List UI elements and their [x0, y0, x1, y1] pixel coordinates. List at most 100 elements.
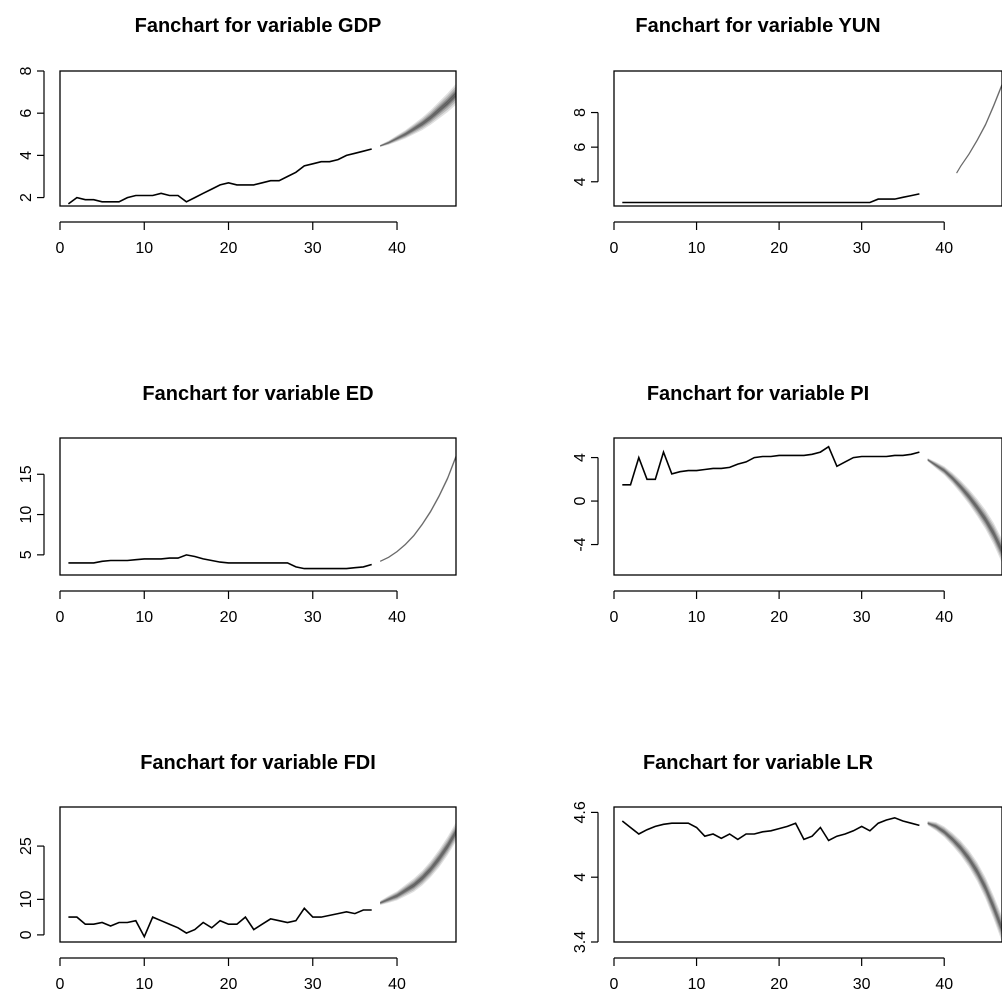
y-axis: 0 10 25 [18, 837, 45, 939]
x-tick-label: 40 [388, 976, 406, 993]
plot-frame [59, 806, 457, 943]
x-tick-label: 30 [304, 976, 322, 993]
fan-median-line [927, 459, 1002, 552]
observed-line [67, 148, 372, 205]
x-tick-label: 40 [935, 609, 953, 626]
y-axis: -4 0 4 [572, 453, 599, 552]
x-tick-label: 30 [853, 609, 871, 626]
fan-band [956, 84, 1002, 174]
panel-title: Fanchart for variable YUN [635, 15, 880, 37]
y-tick-label: 10 [18, 506, 35, 524]
y-tick-label: 4 [18, 151, 35, 160]
x-tick-label: 10 [688, 240, 706, 257]
fan-band [380, 827, 456, 904]
x-axis: 0 10 20 30 40 [610, 221, 953, 257]
plot-frame [613, 806, 1002, 943]
y-axis: 5 10 15 [18, 465, 45, 559]
fan-band [927, 821, 1002, 939]
x-tick-label: 10 [135, 609, 153, 626]
x-tick-label: 20 [770, 240, 788, 257]
x-tick-label: 30 [304, 240, 322, 257]
y-tick-label: 25 [18, 837, 35, 855]
fan-median-line [956, 84, 1002, 174]
x-tick-label: 0 [56, 609, 65, 626]
x-axis: 0 10 20 30 40 [56, 957, 406, 993]
y-tick-label: 3.4 [572, 931, 589, 953]
panel-3: Fanchart for variable PI 0 10 20 30 40 -4 0 4 [572, 383, 1002, 626]
x-tick-label: 30 [853, 976, 871, 993]
observed-line [622, 445, 920, 486]
x-tick-label: 10 [135, 976, 153, 993]
x-tick-label: 20 [770, 609, 788, 626]
y-tick-label: 0 [572, 497, 589, 506]
x-axis: 0 10 20 30 40 [56, 590, 406, 626]
fan-median-line [379, 93, 457, 147]
fan-band [956, 83, 1002, 174]
panel-title: Fanchart for variable FDI [140, 752, 376, 774]
fan-band [380, 454, 456, 562]
fan-band [380, 829, 456, 904]
x-tick-label: 0 [56, 240, 65, 257]
x-tick-label: 10 [688, 609, 706, 626]
observed-line [621, 816, 920, 842]
x-tick-label: 20 [770, 976, 788, 993]
fan-band [927, 458, 1002, 563]
fan-band [927, 822, 1002, 931]
y-tick-label: 4 [572, 177, 589, 186]
fan-band [380, 455, 456, 562]
y-tick-label: 4.6 [572, 801, 589, 823]
fan-band [380, 454, 456, 562]
fan-band [956, 82, 1002, 174]
fan-band [380, 83, 456, 147]
x-axis: 0 10 20 30 40 [56, 221, 406, 257]
fan-median-line [379, 456, 457, 562]
x-tick-label: 20 [220, 976, 238, 993]
fan-band [927, 822, 1002, 933]
x-tick-label: 20 [220, 240, 238, 257]
x-tick-label: 40 [935, 976, 953, 993]
y-tick-label: 6 [572, 143, 589, 152]
x-tick-label: 0 [610, 609, 619, 626]
plot-frame [613, 437, 1002, 576]
fan-band [380, 456, 456, 562]
panel-title: Fanchart for variable PI [647, 383, 869, 405]
x-axis: 0 10 20 30 40 [610, 957, 953, 993]
x-tick-label: 0 [610, 976, 619, 993]
fan-band [927, 458, 1002, 560]
panel-0: Fanchart for variable GDP 0 10 20 30 40 2 4 6 8 [18, 15, 457, 257]
y-tick-label: 6 [18, 109, 35, 118]
x-tick-label: 40 [388, 240, 406, 257]
plot-frame [613, 70, 1002, 207]
panel-title: Fanchart for variable ED [142, 383, 373, 405]
y-tick-label: 8 [18, 66, 35, 75]
x-tick-label: 20 [220, 609, 238, 626]
panel-title: Fanchart for variable LR [643, 752, 874, 774]
y-tick-label: -4 [572, 537, 589, 551]
panel-1: Fanchart for variable YUN 0 10 20 30 40 4 6 8 [572, 15, 1002, 257]
fan-band [956, 84, 1002, 174]
y-axis: 3.4 4 4.6 [572, 801, 599, 953]
y-tick-label: 8 [572, 108, 589, 117]
fan-band [927, 459, 1002, 555]
y-tick-label: 5 [18, 550, 35, 559]
fan-median-line [379, 831, 457, 904]
observed-line [622, 193, 920, 204]
fan-band [380, 455, 456, 562]
x-axis: 0 10 20 30 40 [610, 590, 953, 626]
y-tick-label: 10 [18, 890, 35, 908]
x-tick-label: 30 [304, 609, 322, 626]
plot-frame [59, 70, 457, 207]
x-tick-label: 40 [935, 240, 953, 257]
fan-band [956, 82, 1002, 174]
fan-band [927, 821, 1002, 942]
fan-band [927, 822, 1002, 936]
fan-band [927, 458, 1002, 558]
y-axis: 4 6 8 [572, 108, 599, 186]
y-axis: 2 4 6 8 [18, 66, 45, 202]
fan-band [380, 86, 456, 147]
x-tick-label: 0 [56, 976, 65, 993]
fan-band [380, 824, 456, 905]
y-tick-label: 4 [572, 453, 589, 462]
